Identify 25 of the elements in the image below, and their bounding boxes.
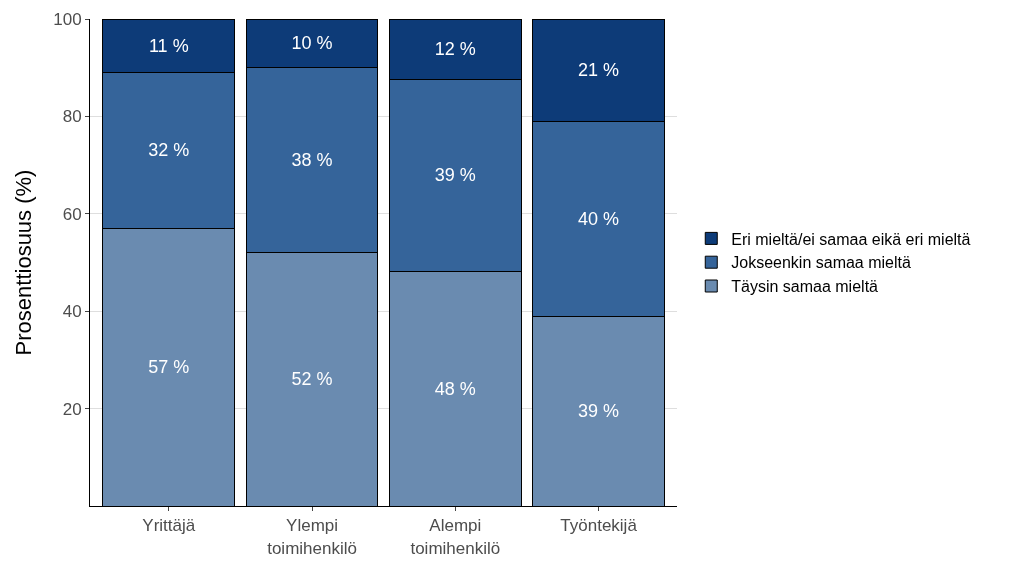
y-tick-label: 20 [62,399,82,419]
data-label: 12 % [434,39,476,60]
x-tick-label: Ylempi toimihenkilö [267,516,357,558]
data-label: 39 % [578,401,620,422]
data-label: 38 % [291,150,333,171]
legend-label: Jokseenkin samaa mieltä [731,254,911,272]
data-label: 39 % [434,165,476,186]
x-tick-label: Työntekijä [560,516,638,536]
data-label: 21 % [578,60,620,81]
x-tick-label: Yrittäjä [142,516,196,536]
y-tick-label: 60 [62,204,82,224]
y-axis-title: Prosenttiosuus (%) [11,169,37,356]
data-label: 32 % [148,140,190,161]
data-label: 11 % [148,35,189,56]
data-label: 57 % [148,357,190,378]
data-label: 10 % [291,33,333,54]
legend-label: Eri mieltä/ei samaa eikä eri mieltä [731,230,971,248]
y-tick-label: 40 [62,302,82,322]
legend-label: Täysin samaa mieltä [731,278,879,296]
data-label: 52 % [291,369,333,390]
y-tick-label: 80 [62,107,82,127]
data-label: 48 % [434,378,476,399]
y-tick-label: 100 [53,9,82,29]
x-tick-label: Alempi toimihenkilö [410,516,501,558]
data-label: 40 % [578,208,620,229]
